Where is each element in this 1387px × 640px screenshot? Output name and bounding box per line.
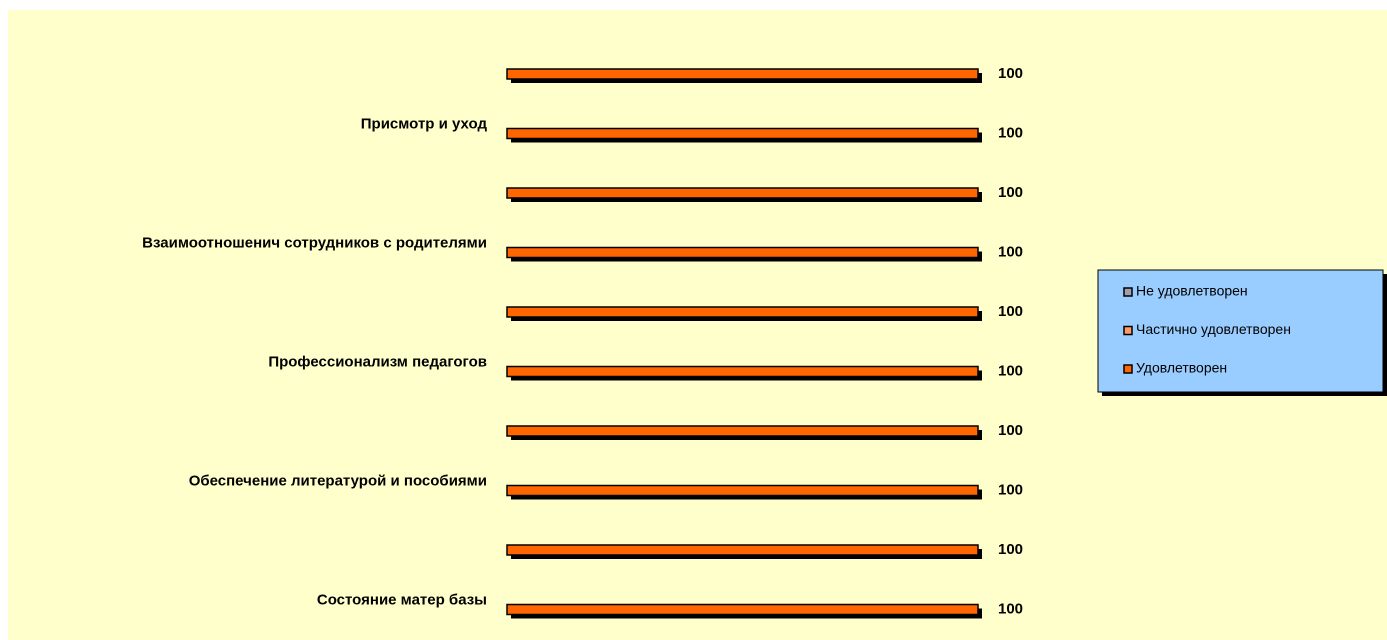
bar [506,127,979,140]
legend-label: Не удовлетворен [1136,283,1248,299]
bar [506,68,979,80]
bar [506,425,979,437]
value-label: 100 [998,481,1023,498]
category-label: Взаимоотношенич сотрудников с родителями [142,234,487,251]
value-label: 100 [998,303,1023,320]
legend-swatch [1123,325,1133,336]
value-label: 100 [998,184,1023,201]
category-label: Профессионализм педагогов [268,353,487,370]
category-label: Состояние матер базы [316,591,487,608]
category-label: Обеспечение литературой и пособиями [188,472,487,489]
bar [506,544,979,556]
bar [506,484,979,497]
legend-swatch [1123,364,1133,374]
value-label: 100 [998,362,1023,379]
bar [506,306,979,318]
bar [506,603,979,616]
bar [506,187,979,199]
value-label: 100 [998,600,1023,617]
value-label: 100 [998,124,1023,141]
value-label: 100 [998,65,1023,82]
legend-label: Удовлетворен [1136,360,1227,376]
category-label: Присмотр и уход [360,115,487,132]
value-label: 100 [998,422,1023,439]
legend-label: Частично удовлетворен [1136,321,1291,337]
bar [506,246,979,259]
legend-swatch [1123,287,1133,297]
legend [1097,269,1384,393]
value-label: 100 [998,541,1023,558]
value-label: 100 [998,243,1023,260]
bar [506,365,979,378]
